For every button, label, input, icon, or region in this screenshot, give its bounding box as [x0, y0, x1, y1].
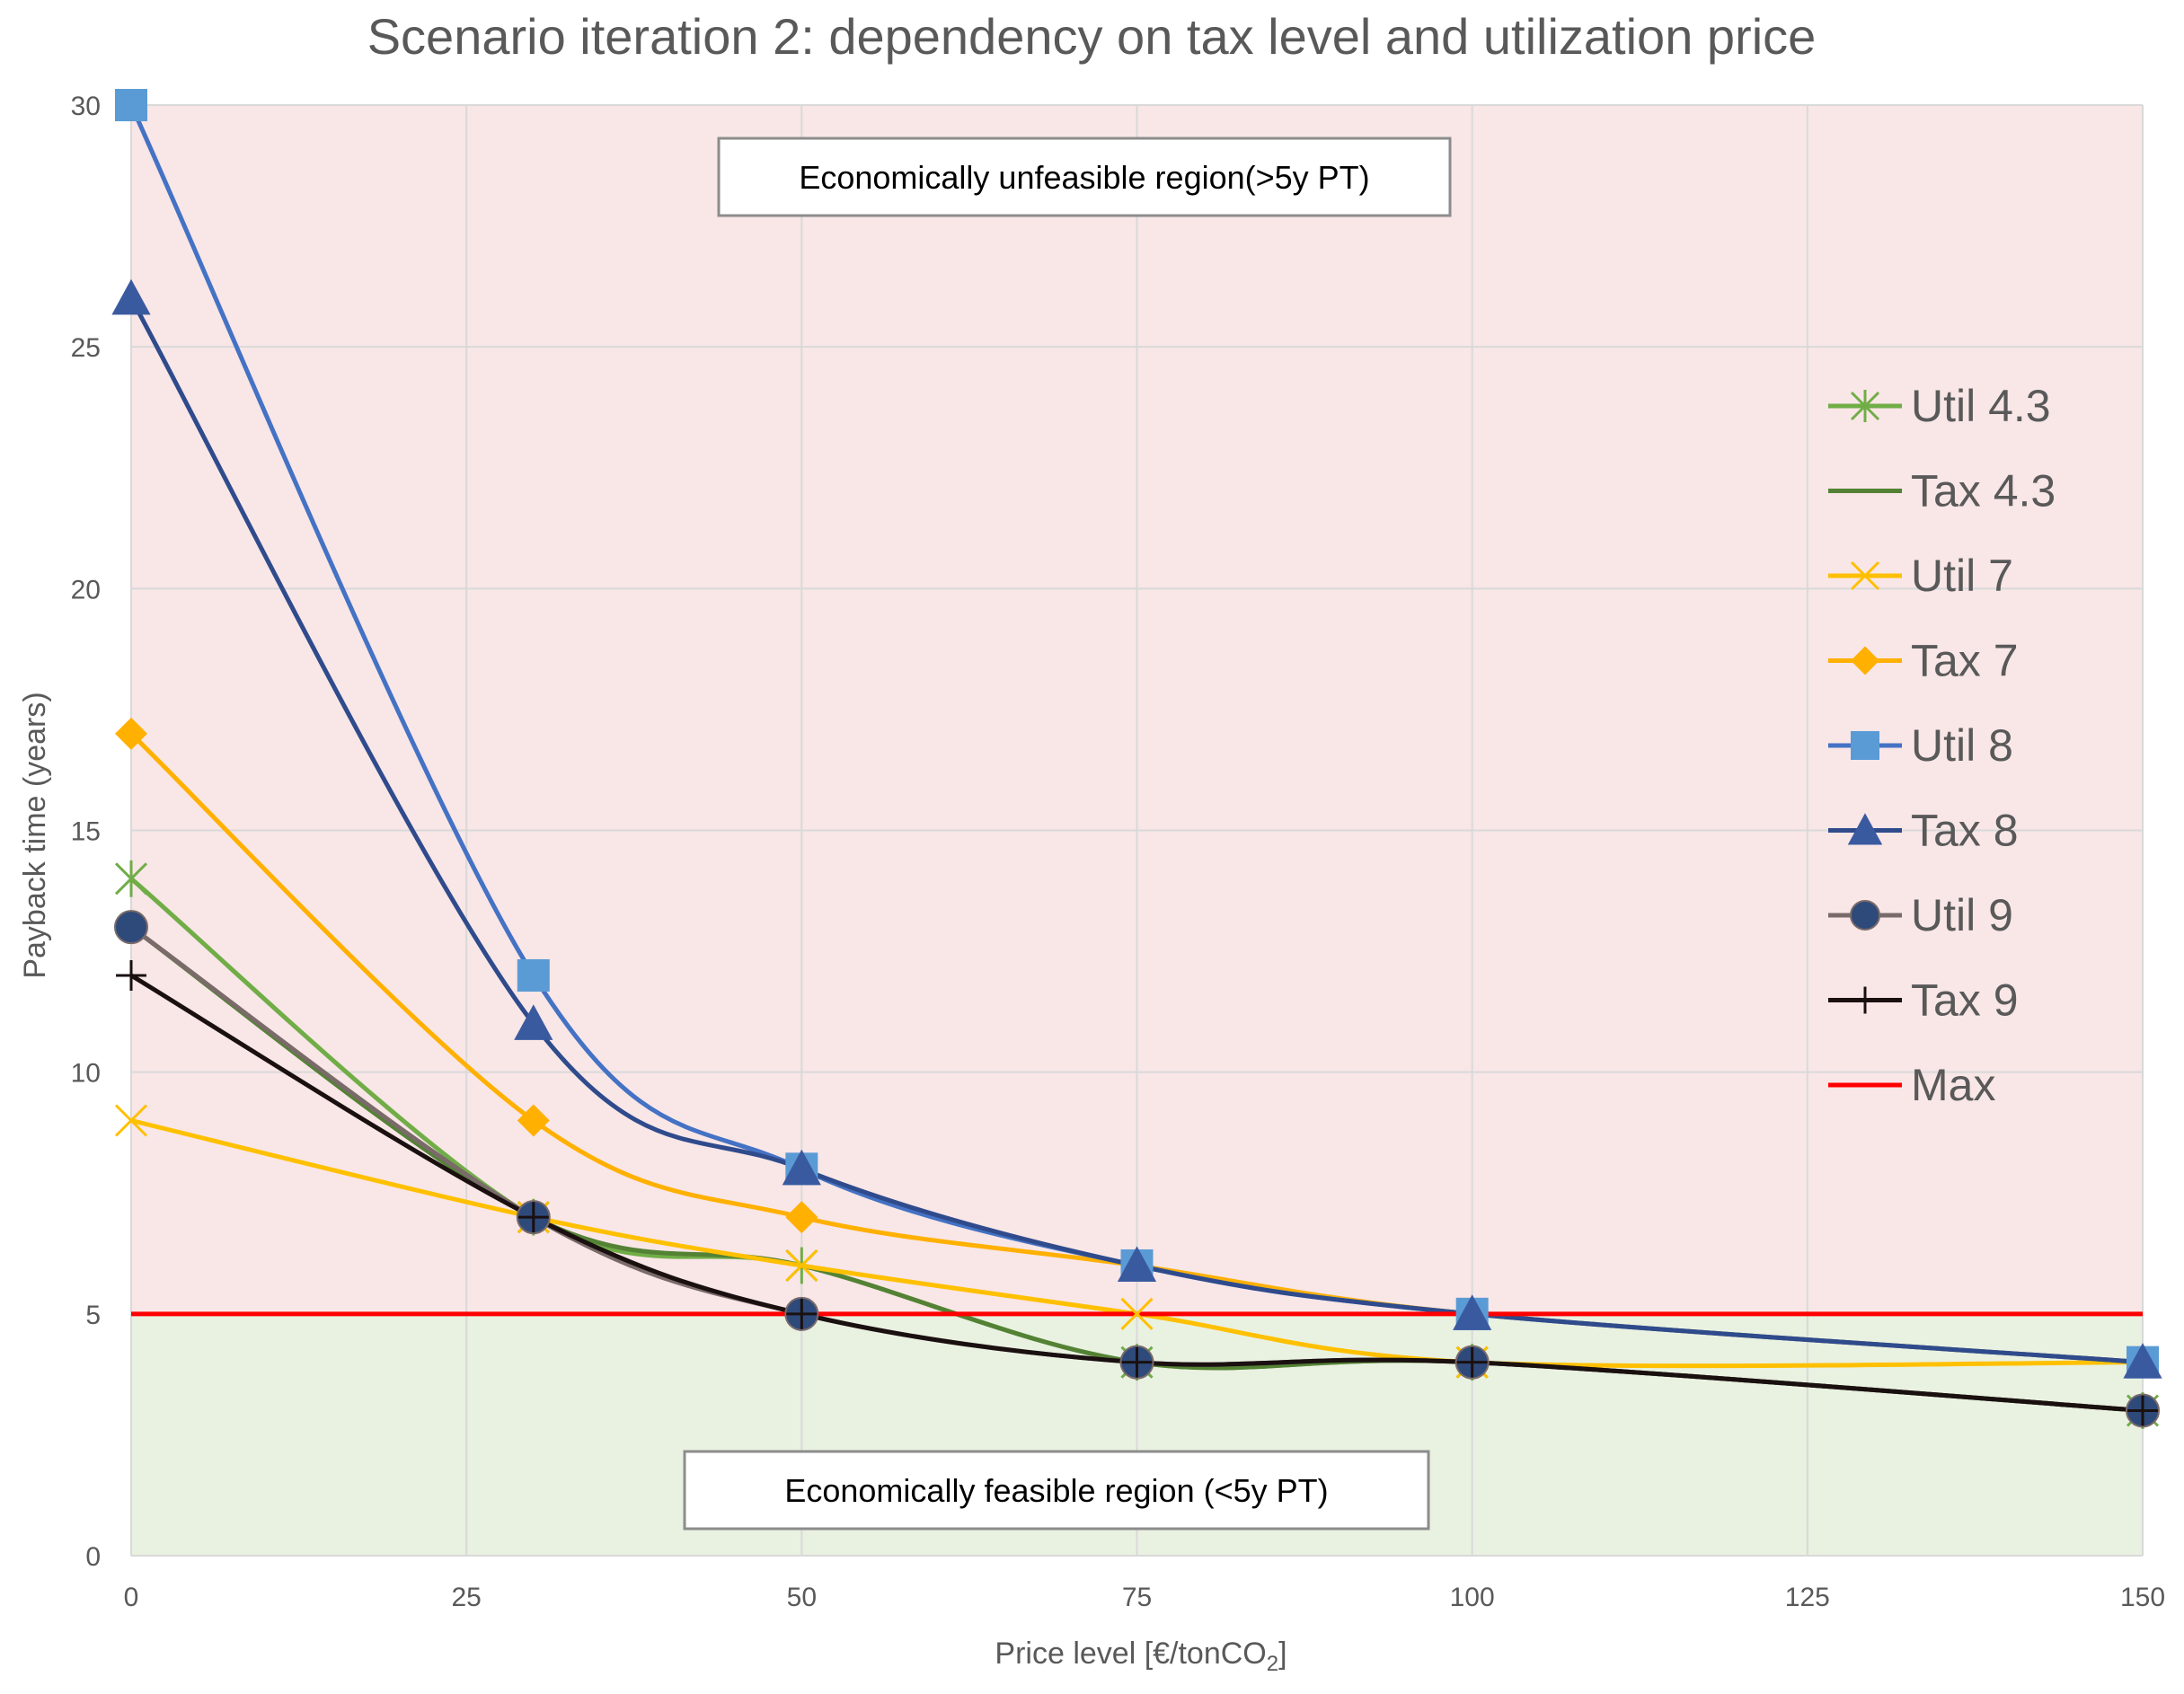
y-tick-label: 5 — [85, 1301, 101, 1330]
legend-item-util-9: Util 9 — [1828, 890, 2013, 940]
y-tick-label: 20 — [71, 575, 101, 604]
x-tick-label: 100 — [1450, 1583, 1495, 1612]
data-point-tax-8 — [514, 1004, 553, 1040]
legend-item-tax-9: Tax 9 — [1828, 975, 2019, 1026]
data-point-tax-8 — [111, 278, 151, 315]
series-markers — [111, 89, 2162, 1429]
data-point-util-7 — [114, 1104, 148, 1137]
x-axis-label: Price level [€/tonCO2] — [995, 1637, 1287, 1676]
data-point-util-9 — [114, 910, 148, 945]
legend-marker-util-9 — [1850, 900, 1880, 931]
legend-label-tax-8: Tax 8 — [1911, 806, 2019, 856]
legend-label-tax-7: Tax 7 — [1911, 636, 2019, 686]
series-line-util-7 — [130, 1118, 2144, 1369]
legend-marker-tax-9 — [1852, 986, 1879, 1014]
x-tick-labels: 0 25 50 75 100 125 150 — [124, 1583, 2165, 1612]
data-point-tax-8 — [1117, 1246, 1157, 1282]
series-lines — [128, 103, 2144, 1413]
unfeasible-region-label: Economically unfeasible region(>5y PT) — [799, 159, 1369, 196]
legend-item-util-8: Util 8 — [1828, 720, 2013, 771]
data-point-util-8 — [115, 89, 147, 121]
data-point-tax-9 — [517, 1202, 549, 1233]
x-tick-label: 25 — [451, 1583, 481, 1612]
x-tick-label: 125 — [1785, 1583, 1830, 1612]
data-point-util-7 — [1120, 1297, 1154, 1330]
x-tick-label: 0 — [124, 1583, 139, 1612]
y-tick-labels: 0 5 10 15 20 25 30 — [71, 92, 101, 1572]
y-tick-label: 30 — [71, 92, 101, 121]
y-tick-label: 10 — [71, 1059, 101, 1089]
data-point-tax-9 — [786, 1298, 818, 1329]
chart-title: Scenario iteration 2: dependency on tax … — [367, 8, 1817, 65]
legend-label-util-7: Util 7 — [1911, 551, 2013, 601]
data-point-tax-7 — [517, 1104, 550, 1137]
x-tick-label: 150 — [2120, 1583, 2165, 1612]
data-point-util-7 — [785, 1248, 818, 1283]
legend-label-util-8: Util 8 — [1911, 720, 2013, 771]
legend-marker-util-7 — [1850, 560, 1880, 591]
legend-marker-tax-8 — [1847, 813, 1883, 845]
legend-marker-util-8 — [1851, 731, 1879, 760]
feasible-region-label: Economically feasible region (<5y PT) — [784, 1472, 1328, 1509]
data-point-tax-8 — [1453, 1294, 1492, 1330]
data-point-tax-9 — [1121, 1346, 1153, 1378]
data-point-tax-7 — [115, 717, 147, 750]
legend-label-tax-4-3: Tax 4.3 — [1911, 466, 2056, 516]
legend-item-max: Max — [1828, 1060, 1995, 1110]
legend-item-tax-8: Tax 8 — [1828, 806, 2019, 856]
y-tick-label: 15 — [71, 817, 101, 847]
legend-label-max: Max — [1911, 1060, 1995, 1110]
y-tick-label: 0 — [85, 1542, 101, 1572]
x-axis-label-main: Price level [€/tonCO — [995, 1637, 1266, 1671]
feasible-region-box: Economically feasible region (<5y PT) — [683, 1450, 1430, 1531]
x-axis-label-subscript: 2 — [1267, 1652, 1278, 1676]
data-point-tax-8 — [2123, 1343, 2162, 1379]
data-point-tax-8 — [782, 1149, 821, 1186]
data-point-util-4-3 — [114, 860, 148, 897]
data-point-tax-9 — [2127, 1395, 2158, 1426]
legend-item-util-7: Util 7 — [1828, 551, 2013, 601]
unfeasible-region-box: Economically unfeasible region(>5y PT) — [717, 137, 1452, 217]
data-point-util-8 — [517, 959, 550, 992]
legend: Util 4.3 Tax 4.3 Util 7 Tax 7 Util 8 Tax 8 Uti… — [1828, 381, 2056, 1110]
x-tick-label: 75 — [1122, 1583, 1152, 1612]
legend-item-tax-4-3: Tax 4.3 — [1828, 466, 2056, 516]
legend-item-util-4-3: Util 4.3 — [1828, 381, 2051, 431]
legend-marker-tax-7 — [1851, 646, 1879, 675]
y-axis-label: Payback time (years) — [18, 692, 52, 978]
legend-label-util-9: Util 9 — [1911, 890, 2013, 940]
series-line-tax-8 — [128, 297, 2144, 1365]
series-line-tax-9 — [129, 973, 2144, 1413]
x-tick-label: 50 — [787, 1583, 817, 1612]
data-point-tax-7 — [785, 1201, 818, 1234]
y-tick-label: 25 — [71, 333, 101, 363]
legend-label-util-4-3: Util 4.3 — [1911, 381, 2051, 431]
x-axis-label-end: ] — [1278, 1637, 1287, 1671]
legend-label-tax-9: Tax 9 — [1911, 975, 2019, 1026]
legend-item-tax-7: Tax 7 — [1828, 636, 2019, 686]
data-point-tax-9 — [1456, 1346, 1488, 1378]
data-point-tax-9 — [116, 960, 146, 991]
legend-marker-util-4-3 — [1850, 390, 1880, 422]
